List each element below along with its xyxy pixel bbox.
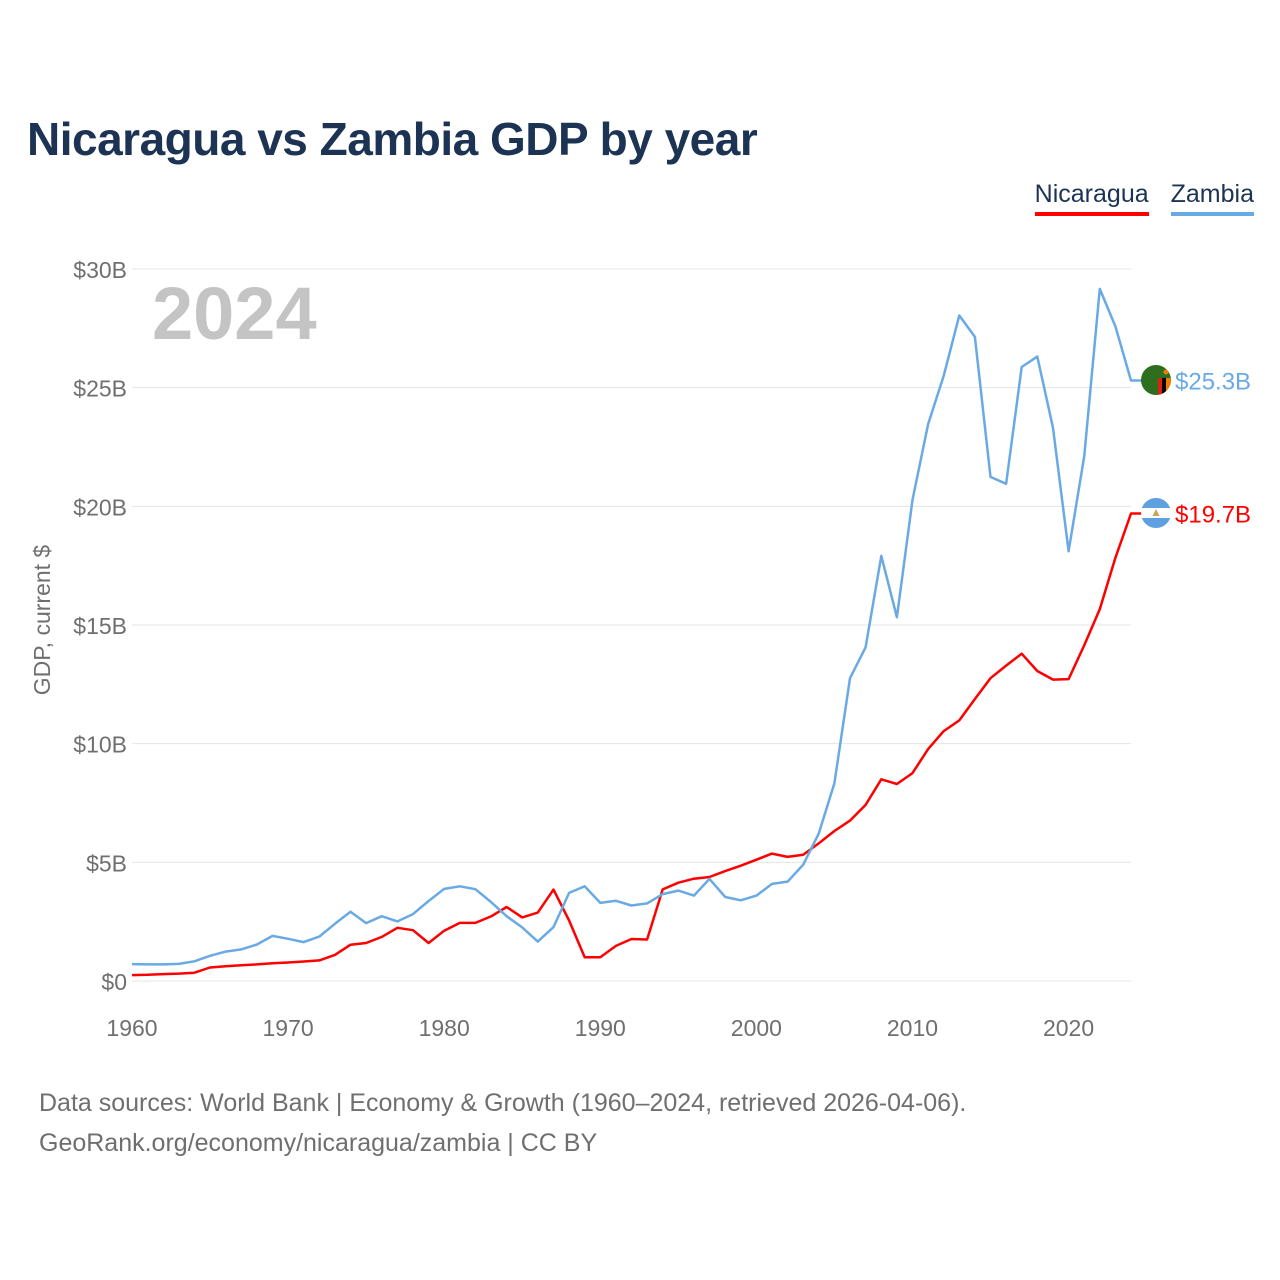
nicaragua-flag-icon xyxy=(1141,498,1171,528)
x-tick-label: 1990 xyxy=(575,1015,626,1041)
y-tick-label: $25B xyxy=(73,376,127,402)
y-axis-title: GDP, current $ xyxy=(29,545,55,696)
x-tick-label: 2010 xyxy=(887,1015,938,1041)
y-tick-label: $20B xyxy=(73,494,127,520)
y-tick-label: $10B xyxy=(73,732,127,758)
chart-title: Nicaragua vs Zambia GDP by year xyxy=(27,113,758,165)
y-tick-label: $30B xyxy=(73,257,127,283)
legend: Nicaragua Zambia xyxy=(1034,180,1254,216)
legend-item-nicaragua[interactable]: Nicaragua xyxy=(1034,180,1149,216)
end-labels: $19.7B $25.3B xyxy=(1175,369,1251,529)
footer-attribution[interactable]: GeoRank.org/economy/nicaragua/zambia | C… xyxy=(39,1129,598,1157)
y-tick-label: $15B xyxy=(73,613,127,639)
zambia-flag-icon xyxy=(1141,365,1171,395)
gridlines xyxy=(132,268,1131,982)
footer-sources: Data sources: World Bank | Economy & Gro… xyxy=(39,1089,967,1117)
y-tick-label: $0 xyxy=(101,969,127,995)
end-label-zambia: $25.3B xyxy=(1175,369,1251,396)
series-line-nicaragua xyxy=(131,512,1156,977)
y-tick-label: $5B xyxy=(86,850,127,876)
y-axis: $0 $5B $10B $15B $20B $25B $30B xyxy=(73,257,127,995)
legend-item-zambia[interactable]: Zambia xyxy=(1170,180,1254,216)
x-tick-label: 1960 xyxy=(106,1015,157,1041)
end-label-nicaragua: $19.7B xyxy=(1175,501,1251,528)
x-tick-label: 1970 xyxy=(263,1015,314,1041)
footer: Data sources: World Bank | Economy & Gro… xyxy=(39,1083,966,1163)
x-tick-label: 1980 xyxy=(419,1015,470,1041)
x-tick-label: 2020 xyxy=(1043,1015,1094,1041)
series-line-zambia xyxy=(131,287,1156,966)
x-axis: 1960 1970 1980 1990 2000 2010 2020 xyxy=(106,1015,1094,1041)
year-watermark: 2024 xyxy=(152,272,317,355)
flags xyxy=(1141,365,1171,528)
x-tick-label: 2000 xyxy=(731,1015,782,1041)
series-lines xyxy=(131,287,1156,977)
